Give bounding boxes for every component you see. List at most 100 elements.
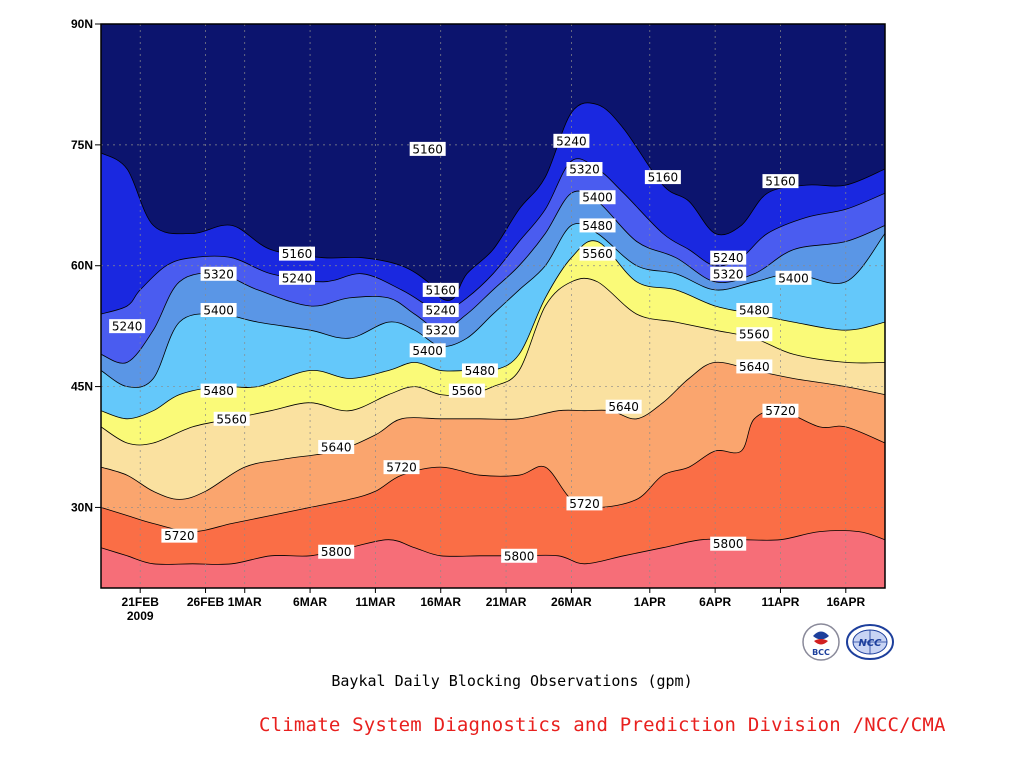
contour-label-text: 5400 xyxy=(778,271,809,285)
contour-label-text: 5800 xyxy=(713,537,744,551)
contour-label-5720: 5720 xyxy=(566,496,603,511)
y-tick-label: 30N xyxy=(71,500,93,514)
x-tick-label: 6MAR xyxy=(293,595,327,609)
contour-label-text: 5720 xyxy=(386,461,417,475)
contour-label-box xyxy=(409,141,446,156)
contour-label-5720: 5720 xyxy=(762,403,799,418)
contour-label-text: 5640 xyxy=(608,400,639,414)
contour-label-5560: 5560 xyxy=(213,411,250,426)
contour-label-5640: 5640 xyxy=(736,359,773,374)
x-tick-label: 16APR xyxy=(826,595,865,609)
contour-label-text: 5320 xyxy=(203,267,234,281)
contour-label-text: 5480 xyxy=(582,219,613,233)
contour-label-box xyxy=(501,548,538,563)
x-tick-label: 11APR xyxy=(761,595,799,609)
contour-label-box xyxy=(736,303,773,318)
contour-label-5160: 5160 xyxy=(279,246,315,261)
y-tick-label: 90N xyxy=(71,17,93,31)
contour-label-box xyxy=(553,133,590,148)
x-tick-label: 11MAR xyxy=(355,595,395,609)
contour-label-5480: 5480 xyxy=(461,363,498,378)
contour-label-5240: 5240 xyxy=(553,133,590,148)
contour-label-5720: 5720 xyxy=(383,460,420,475)
contour-label-text: 5720 xyxy=(569,497,600,511)
contour-label-5400: 5400 xyxy=(775,270,812,285)
contour-label-box xyxy=(566,496,603,511)
contour-label-5480: 5480 xyxy=(200,383,237,398)
contour-label-text: 5480 xyxy=(739,304,770,318)
contour-label-text: 5320 xyxy=(713,267,744,281)
y-tick-label: 45N xyxy=(71,380,93,394)
contour-label-5240: 5240 xyxy=(109,319,146,334)
contour-label-box xyxy=(422,282,459,297)
contour-label-box xyxy=(279,270,315,285)
contour-label-5400: 5400 xyxy=(579,190,616,205)
contour-label-5240: 5240 xyxy=(279,270,315,285)
contour-line-5640 xyxy=(101,361,885,500)
x-tick-label: 1APR xyxy=(634,595,666,609)
contour-label-text: 5320 xyxy=(425,324,456,338)
bcc-logo-text: BCC xyxy=(812,648,830,657)
contour-label-5400: 5400 xyxy=(200,303,237,318)
contour-label-box xyxy=(710,266,747,281)
contour-label-box xyxy=(318,440,355,454)
contour-label-text: 5800 xyxy=(504,549,535,563)
contour-label-text: 5560 xyxy=(582,247,613,261)
contour-label-text: 5400 xyxy=(582,191,613,205)
x-tick-year-label: 2009 xyxy=(127,609,154,623)
contour-label-box xyxy=(775,270,812,285)
contour-label-text: 5640 xyxy=(739,360,770,374)
contour-band-5800 xyxy=(101,530,885,588)
contour-label-5160: 5160 xyxy=(422,282,459,297)
x-tick-label: 1MAR xyxy=(228,595,262,609)
contour-label-box xyxy=(736,359,773,374)
contour-label-box xyxy=(109,319,146,334)
contour-label-box xyxy=(566,162,603,177)
contour-label-box xyxy=(579,246,616,261)
contour-labels: 5240 5400 5320 5480 5560 5720 5160 5240 5640 5800… xyxy=(109,133,812,563)
contour-label-box xyxy=(409,343,446,358)
contour-label-box xyxy=(279,246,315,261)
contour-label-text: 5560 xyxy=(452,384,483,398)
x-tick-label: 21MAR xyxy=(486,595,527,609)
contour-label-5800: 5800 xyxy=(501,548,538,563)
contour-label-box xyxy=(644,170,681,185)
contour-label-5320: 5320 xyxy=(422,323,459,338)
x-tick-label: 26FEB xyxy=(187,595,225,609)
contour-label-box xyxy=(710,536,747,551)
contour-label-text: 5240 xyxy=(425,304,456,318)
bcc-logo-icon: BCC xyxy=(802,623,840,661)
contour-label-5640: 5640 xyxy=(318,440,355,455)
contour-label-5560: 5560 xyxy=(579,246,616,261)
contour-label-text: 5480 xyxy=(465,364,496,378)
contour-label-text: 5320 xyxy=(569,163,600,177)
contour-label-box xyxy=(213,411,250,426)
contour-label-box xyxy=(710,250,747,265)
contour-label-text: 5240 xyxy=(556,134,587,148)
contour-label-text: 5560 xyxy=(739,328,770,342)
contour-label-text: 5640 xyxy=(321,441,352,455)
contour-label-text: 5800 xyxy=(321,545,352,559)
x-tick-label: 26MAR xyxy=(551,595,592,609)
contour-label-5480: 5480 xyxy=(579,218,616,233)
contour-label-text: 5160 xyxy=(648,171,679,185)
contour-label-5720: 5720 xyxy=(161,528,198,543)
contour-label-5160: 5160 xyxy=(409,141,446,156)
contour-label-text: 5400 xyxy=(412,344,443,358)
ncc-logo-icon: NCC xyxy=(846,624,894,660)
contour-label-text: 5240 xyxy=(713,251,744,265)
contour-line-5720 xyxy=(101,410,885,533)
contour-label-box xyxy=(200,266,237,281)
contour-label-text: 5720 xyxy=(765,404,796,418)
contour-label-box xyxy=(461,363,498,378)
contour-label-box xyxy=(448,383,485,398)
contour-label-text: 5720 xyxy=(164,529,195,543)
contour-label-box xyxy=(200,383,237,398)
contour-label-box xyxy=(422,303,459,318)
contour-label-box xyxy=(200,303,237,318)
credit-text: Climate System Diagnostics and Predictio… xyxy=(259,714,946,736)
contour-label-text: 5160 xyxy=(282,247,313,261)
contour-label-box xyxy=(762,174,799,189)
contour-label-5560: 5560 xyxy=(736,327,773,342)
